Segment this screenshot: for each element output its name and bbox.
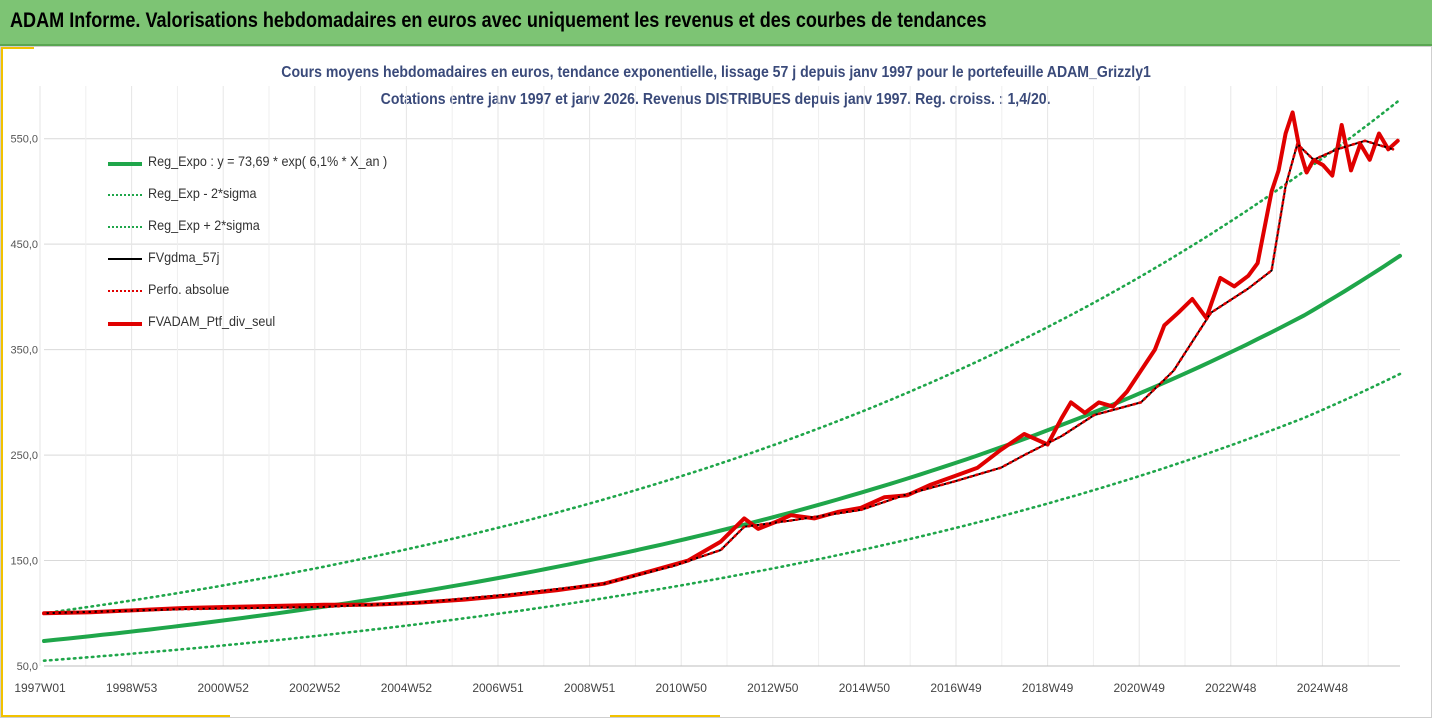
x-tick-label: 2008W51 [564, 681, 616, 695]
x-tick-label: 2012W50 [747, 681, 799, 695]
x-tick-label: 1998W53 [106, 681, 158, 695]
x-tick-label: 2022W48 [1205, 681, 1257, 695]
x-tick-label: 2010W50 [656, 681, 708, 695]
x-tick-label: 2016W49 [930, 681, 982, 695]
legend-swatch [108, 162, 142, 166]
y-tick-label: 50,0 [17, 661, 38, 673]
x-tick-label: 2018W49 [1022, 681, 1074, 695]
x-tick-label: 2020W49 [1114, 681, 1166, 695]
series-line-0 [42, 253, 1402, 643]
series-line-2 [42, 98, 1402, 615]
y-tick-label: 450,0 [10, 239, 38, 251]
y-tick-label: 150,0 [10, 556, 38, 568]
legend-swatch [108, 194, 142, 196]
y-tick-label: 350,0 [10, 345, 38, 357]
x-tick-label: 2004W52 [381, 681, 433, 695]
series-line-1 [42, 372, 1402, 662]
x-tick-label: 2024W48 [1297, 681, 1349, 695]
accent-bar-left-top [0, 46, 34, 49]
accent-bar-bottom-right [610, 715, 720, 718]
chart-title: Cours moyens hebdomadaires en euros, ten… [281, 64, 1151, 81]
legend-swatch [108, 226, 142, 228]
accent-bar-left [0, 46, 3, 718]
report-title: ADAM Informe. Valorisations hebdomadaire… [10, 9, 987, 32]
legend-label: FVADAM_Ptf_div_seul [148, 313, 276, 329]
report-header: ADAM Informe. Valorisations hebdomadaire… [0, 0, 1432, 46]
x-tick-label: 2006W51 [472, 681, 524, 695]
chart-subtitle: Cotations entre janv 1997 et janv 2026. … [381, 91, 1051, 108]
legend-label: Reg_Exp + 2*sigma [148, 217, 260, 233]
legend-swatch [108, 290, 142, 292]
y-tick-label: 250,0 [10, 450, 38, 462]
legend-label: FVgdma_57j [148, 249, 220, 265]
x-tick-label: 2000W52 [198, 681, 250, 695]
legend-swatch [108, 258, 142, 260]
x-tick-label: 2014W50 [839, 681, 891, 695]
legend-label: Perfo. absolue [148, 281, 230, 297]
series-line-5 [42, 110, 1400, 616]
legend-label: Reg_Exp - 2*sigma [148, 185, 257, 201]
accent-bar-bottom [0, 715, 230, 718]
legend-swatch [108, 322, 142, 326]
y-tick-label: 550,0 [10, 134, 38, 146]
x-tick-label: 2002W52 [289, 681, 341, 695]
x-tick-label: 1997W01 [14, 681, 66, 695]
series-line-3 [43, 139, 1394, 615]
legend-label: Reg_Expo : y = 73,69 * exp( 6,1% * X_an … [148, 153, 388, 169]
